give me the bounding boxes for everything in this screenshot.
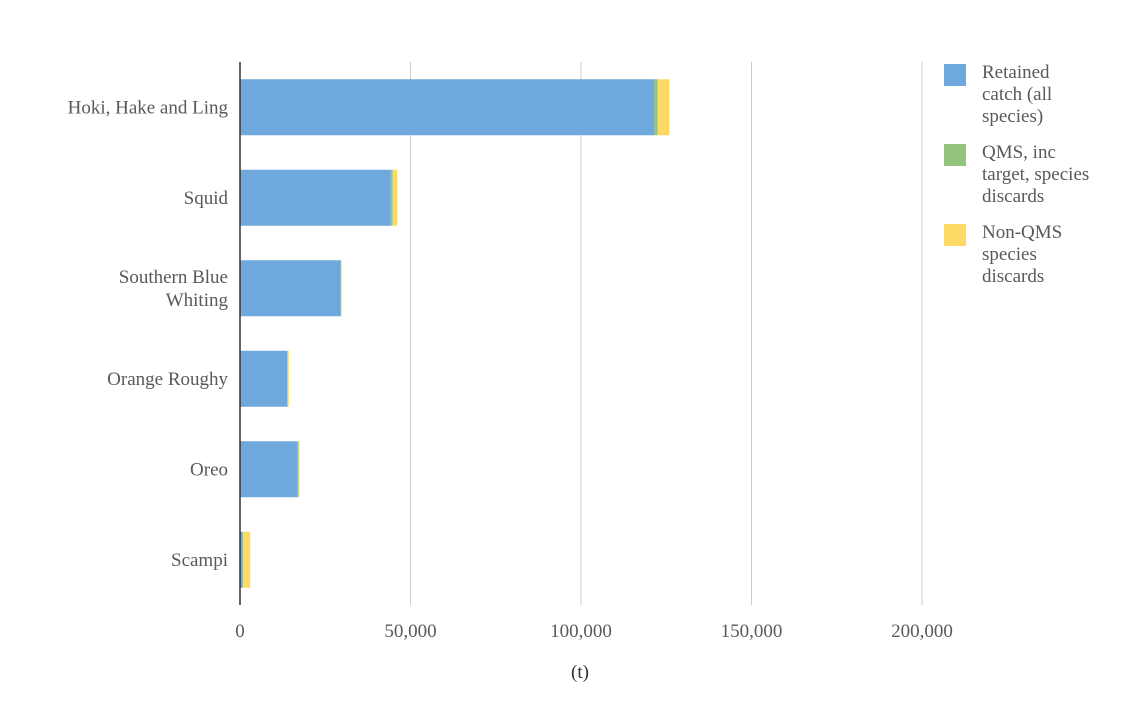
category-label: Hoki, Hake and Ling [68, 97, 229, 118]
x-tick-label: 200,000 [891, 621, 953, 642]
x-tick-label: 0 [235, 621, 245, 642]
legend-item: QMS, inc target, species discards [944, 142, 1134, 208]
x-tick-label: 150,000 [721, 621, 783, 642]
legend-swatch [944, 144, 966, 166]
legend-swatch [944, 224, 966, 246]
x-tick-labels: 0 50,000 100,000 150,000 200,000 [235, 621, 953, 642]
legend-item: Non-QMS species discards [944, 222, 1134, 288]
bar-segment [297, 441, 299, 498]
bar-segment [287, 350, 289, 407]
bar-segment [243, 531, 251, 588]
bar-segment [240, 350, 288, 407]
bar-segment [240, 79, 655, 136]
bar-segment [298, 441, 300, 498]
category-label: Orange Roughy [107, 369, 228, 390]
category-label: Squid [184, 188, 229, 209]
bar-segment [287, 350, 288, 407]
legend-label: Retained catch (all species) [982, 62, 1053, 127]
bar-segment [340, 260, 342, 317]
bars [240, 79, 670, 588]
bar-segment [390, 169, 393, 226]
bar-segment [240, 441, 298, 498]
bar-segment [242, 531, 244, 588]
legend-item: Retained catch (all species) [944, 62, 1134, 128]
bar-segment [240, 169, 391, 226]
bar-segment [240, 260, 341, 317]
bar-segment [240, 531, 243, 588]
bar-segment [654, 79, 658, 136]
legend-label: QMS, inc target, species discards [982, 142, 1090, 207]
category-label: Southern Blue Whiting [119, 267, 229, 311]
category-label: Oreo [190, 459, 228, 480]
x-tick-label: 100,000 [550, 621, 612, 642]
category-label: Scampi [171, 550, 228, 571]
legend: Retained catch (all species) QMS, inc target… [944, 62, 1134, 302]
legend-label: Non-QMS species discards [982, 222, 1063, 287]
bar-segment [341, 260, 342, 317]
bar-segment [392, 169, 398, 226]
gridlines [410, 62, 923, 605]
x-axis-title: (t) [571, 662, 589, 683]
bar-segment [657, 79, 670, 136]
category-labels: Hoki, Hake and Ling Squid Southern Blue Whi… [68, 97, 229, 571]
legend-swatch [944, 64, 966, 86]
x-tick-label: 50,000 [384, 621, 436, 642]
